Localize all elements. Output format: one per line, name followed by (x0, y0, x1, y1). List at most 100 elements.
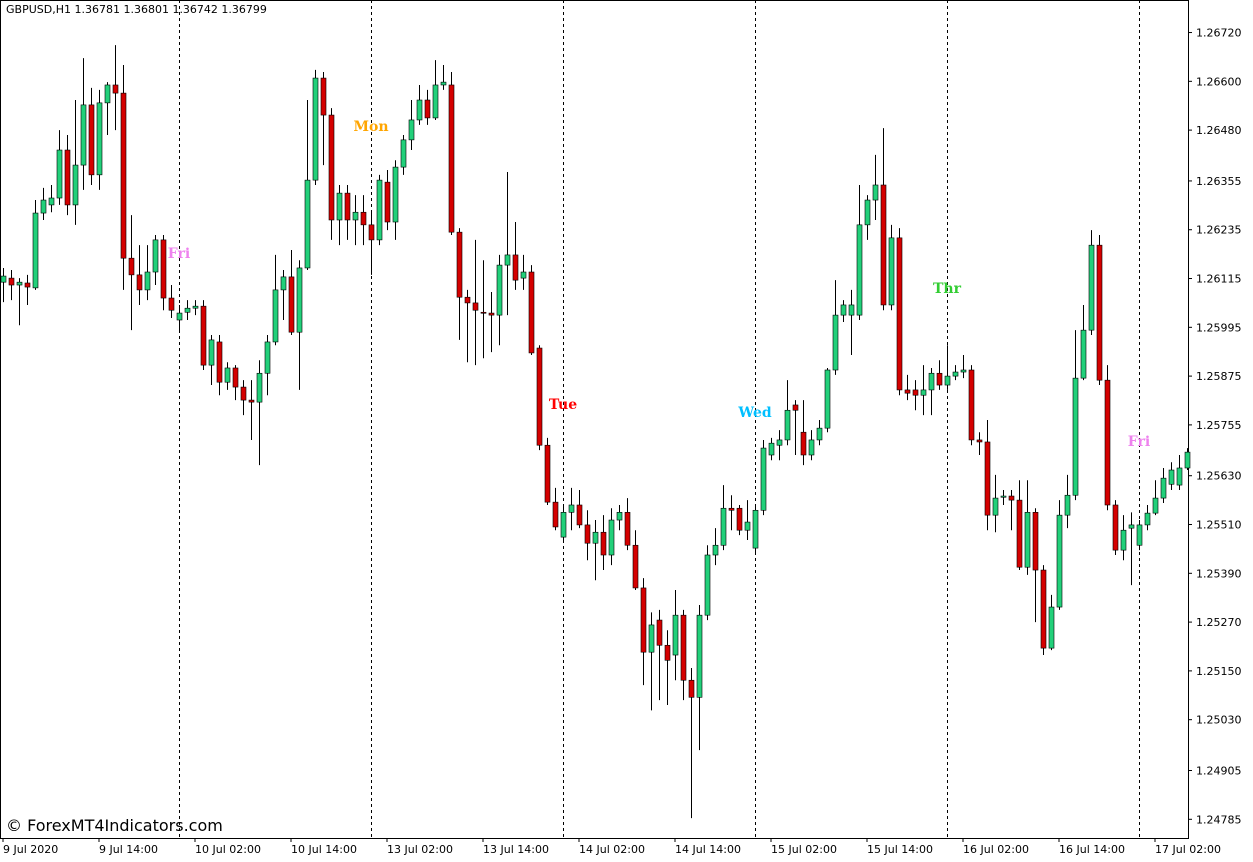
candle-body (280, 276, 287, 291)
candle-body (344, 192, 351, 221)
candle-body (312, 77, 319, 181)
candle-body (936, 372, 943, 386)
candle-body (144, 271, 151, 291)
watermark: © ForexMT4Indicators.com (6, 816, 223, 835)
candle-body (928, 372, 935, 391)
day-label: Mon (353, 119, 388, 135)
candle-body (288, 276, 295, 333)
candle-body (1168, 469, 1175, 485)
y-tick-label: 1.24905 (1196, 765, 1242, 778)
candle-body (1080, 329, 1087, 379)
candle-body (328, 114, 335, 221)
chart-title: GBPUSD,H1 1.36781 1.36801 1.36742 1.3679… (6, 3, 267, 16)
x-tick-label: 13 Jul 14:00 (483, 843, 549, 856)
candle-body (424, 99, 431, 119)
y-tick-label: 1.26115 (1196, 273, 1242, 286)
candle-body (1112, 504, 1119, 551)
candle-body (384, 181, 391, 223)
candle-body (56, 149, 63, 199)
candle-body (912, 389, 919, 396)
candle-body (624, 512, 631, 546)
candle-body (0, 275, 7, 283)
candle-body (968, 369, 975, 441)
day-label: Tue (549, 397, 577, 413)
candle-body (744, 521, 751, 531)
y-tick-label: 1.25755 (1196, 419, 1242, 432)
candle-body (240, 386, 247, 401)
candle-body (1048, 606, 1055, 649)
day-label: Wed (737, 405, 771, 421)
candle-body (1128, 524, 1135, 529)
candle-body (736, 507, 743, 531)
candle-body (1000, 495, 1007, 498)
plot-frame (0, 0, 1189, 839)
x-tick-label: 16 Jul 02:00 (963, 843, 1029, 856)
candle-body (680, 614, 687, 681)
candle-body (1008, 495, 1015, 501)
day-label: Fri (168, 246, 190, 262)
y-tick-label: 1.25390 (1196, 567, 1242, 580)
y-tick-label: 1.25630 (1196, 470, 1242, 483)
candle-body (464, 296, 471, 304)
candle-body (1088, 244, 1095, 331)
candle-body (1096, 244, 1103, 381)
candle-body (792, 404, 799, 411)
candle-body (600, 531, 607, 556)
candle-body (512, 254, 519, 281)
candle-body (216, 341, 223, 383)
x-tick-label: 10 Jul 02:00 (195, 843, 261, 856)
candle-body (304, 179, 311, 269)
candle-body (480, 311, 487, 314)
candle-body (232, 367, 239, 388)
candle-body (896, 237, 903, 391)
day-label: Thr (933, 281, 962, 297)
candle-body (440, 81, 447, 86)
candle-body (864, 199, 871, 226)
candle-body (880, 184, 887, 306)
candle-body (1040, 569, 1047, 649)
candle-body (456, 231, 463, 298)
candle-body (400, 139, 407, 168)
candle-body (504, 254, 511, 266)
y-tick-label: 1.24785 (1196, 813, 1242, 826)
y-tick-label: 1.26720 (1196, 27, 1242, 40)
candle-body (448, 84, 455, 233)
candle-body (360, 211, 367, 226)
candle-body (520, 271, 527, 279)
candle-body (224, 367, 231, 383)
candle-body (976, 439, 983, 443)
candle-body (104, 84, 111, 104)
candle-body (856, 224, 863, 316)
candle-body (264, 341, 271, 374)
candle-body (552, 501, 559, 528)
candle-body (296, 267, 303, 333)
candle-body (136, 274, 143, 291)
candle-body (248, 399, 255, 403)
candle-body (488, 312, 495, 316)
candle-body (1160, 477, 1167, 499)
x-tick-label: 14 Jul 14:00 (675, 843, 741, 856)
candle-body (64, 149, 71, 206)
candle-body (40, 199, 47, 214)
candle-body (352, 211, 359, 221)
candle-body (944, 375, 951, 386)
candle-body (472, 302, 479, 311)
candle-body (584, 524, 591, 544)
candle-body (16, 281, 23, 286)
candle-body (696, 614, 703, 698)
candle-body (712, 544, 719, 556)
candle-body (256, 372, 263, 403)
candle-body (672, 614, 679, 656)
y-tick-label: 1.25875 (1196, 370, 1242, 383)
candle-body (1144, 512, 1151, 526)
candle-body (592, 531, 599, 544)
candle-body (72, 164, 79, 206)
candle-body (616, 512, 623, 521)
candle-body (688, 679, 695, 698)
candle-body (272, 289, 279, 343)
day-label: Fri (1128, 434, 1150, 450)
y-tick-label: 1.25995 (1196, 321, 1242, 334)
candle-body (920, 389, 927, 396)
candle-body (1024, 512, 1031, 568)
